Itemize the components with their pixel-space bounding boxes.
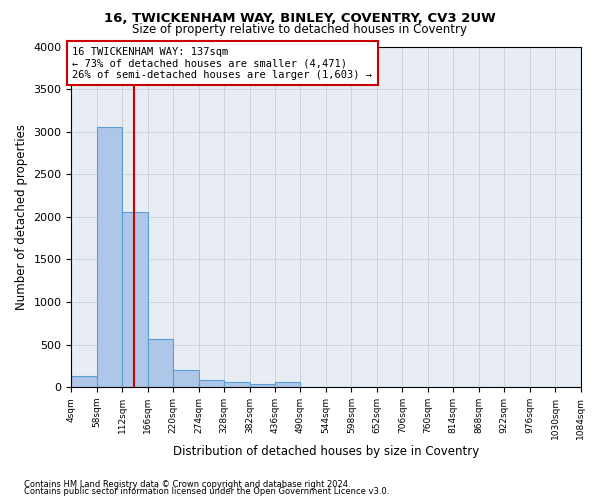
Text: Size of property relative to detached houses in Coventry: Size of property relative to detached ho… bbox=[133, 22, 467, 36]
Text: Contains HM Land Registry data © Crown copyright and database right 2024.: Contains HM Land Registry data © Crown c… bbox=[24, 480, 350, 489]
Bar bbox=[224, 382, 250, 387]
Bar bbox=[122, 212, 148, 387]
Bar bbox=[173, 370, 199, 387]
X-axis label: Distribution of detached houses by size in Coventry: Distribution of detached houses by size … bbox=[173, 444, 479, 458]
Text: 16 TWICKENHAM WAY: 137sqm
← 73% of detached houses are smaller (4,471)
26% of se: 16 TWICKENHAM WAY: 137sqm ← 73% of detac… bbox=[73, 46, 373, 80]
Bar bbox=[199, 380, 224, 387]
Text: Contains public sector information licensed under the Open Government Licence v3: Contains public sector information licen… bbox=[24, 487, 389, 496]
Y-axis label: Number of detached properties: Number of detached properties bbox=[15, 124, 28, 310]
Bar bbox=[148, 339, 173, 387]
Bar bbox=[275, 382, 301, 387]
Bar bbox=[250, 384, 275, 387]
Bar bbox=[71, 376, 97, 387]
Text: 16, TWICKENHAM WAY, BINLEY, COVENTRY, CV3 2UW: 16, TWICKENHAM WAY, BINLEY, COVENTRY, CV… bbox=[104, 12, 496, 26]
Bar bbox=[97, 126, 122, 387]
